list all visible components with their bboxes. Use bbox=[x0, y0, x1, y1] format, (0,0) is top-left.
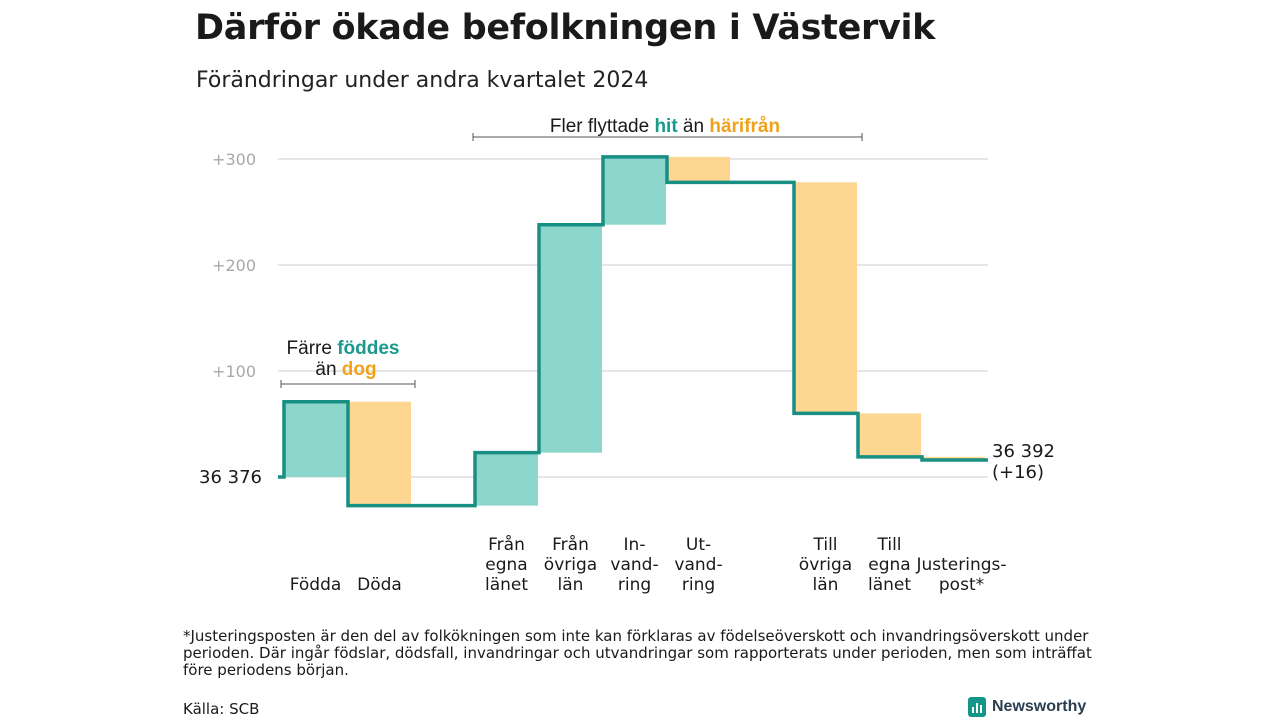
annotation-birth-death-bracket bbox=[280, 380, 416, 388]
annotation-migration: Fler flyttade hit än härifrån bbox=[550, 116, 780, 137]
bar-till-ovriga-lan bbox=[794, 182, 857, 414]
category-label-fran-egna-lanet: Från egna länet bbox=[485, 534, 528, 595]
chart-title: Därför ökade befolkningen i Västervik bbox=[195, 8, 936, 48]
category-label-fodda: Födda bbox=[290, 575, 342, 595]
bar-fodda bbox=[284, 401, 347, 477]
category-label-justeringspost: Justerings-post* bbox=[915, 555, 1006, 595]
newsworthy-logo-icon bbox=[968, 697, 986, 717]
category-label-utvandring: Ut-vand-ring bbox=[674, 535, 722, 595]
chart-subtitle: Förändringar under andra kvartalet 2024 bbox=[196, 68, 649, 93]
y-tick-label: +200 bbox=[212, 256, 256, 275]
bar-invandring bbox=[603, 156, 666, 225]
bar-till-egna-lanet bbox=[858, 413, 921, 457]
category-label-invandring: In-vand-ring bbox=[610, 535, 658, 595]
annotation-birth-death-line1: Färre föddes bbox=[287, 338, 400, 359]
y-tick-label: +100 bbox=[212, 362, 256, 381]
bar-fran-egna-lanet bbox=[475, 452, 538, 506]
bar-utvandring bbox=[667, 156, 730, 183]
annotation-birth-death-line2: än dog bbox=[315, 359, 376, 380]
end-value-label: 36 392 bbox=[992, 441, 1055, 462]
category-label-till-egna-lanet: Till egna länet bbox=[868, 535, 911, 595]
cumulative-step-line bbox=[278, 155, 988, 508]
brand-logo: Newsworthy bbox=[968, 697, 1086, 717]
annotation-migration-bracket bbox=[472, 133, 863, 141]
start-value-label: 36 376 bbox=[199, 467, 262, 488]
category-label-doda: Döda bbox=[357, 575, 402, 595]
bar-fran-ovriga-lan bbox=[539, 224, 602, 453]
y-tick-label: +300 bbox=[212, 150, 256, 169]
category-label-till-ovriga-lan: Till övriga län bbox=[799, 535, 852, 595]
footnote: *Justeringsposten är den del av folkökni… bbox=[183, 627, 1092, 679]
brand-name: Newsworthy bbox=[992, 698, 1087, 715]
bar-doda bbox=[348, 401, 411, 506]
category-label-fran-ovriga-lan: Från övriga län bbox=[544, 534, 597, 595]
end-change-label: (+16) bbox=[992, 462, 1044, 483]
source-text: Källa: SCB bbox=[183, 700, 260, 718]
